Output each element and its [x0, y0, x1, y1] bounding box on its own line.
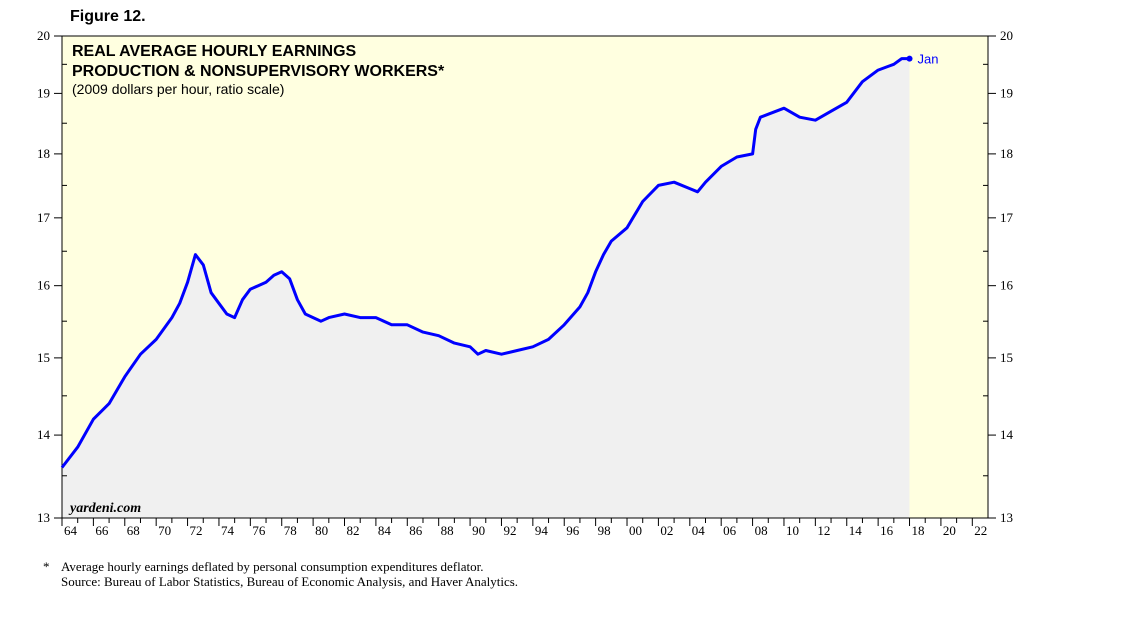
- y-tick-label-left: 18: [37, 146, 50, 161]
- earnings-area: [62, 58, 910, 518]
- x-tick-label: 12: [817, 523, 830, 538]
- x-tick-label: 04: [692, 523, 706, 538]
- x-tick-label: 00: [629, 523, 642, 538]
- x-tick-label: 92: [503, 523, 516, 538]
- last-point-marker: [906, 55, 913, 62]
- x-tick-label: 82: [347, 523, 360, 538]
- y-tick-label-left: 15: [37, 350, 50, 365]
- y-tick-label-right: 18: [1000, 146, 1013, 161]
- footnote-marker: *: [43, 559, 50, 574]
- chart-subtitle: PRODUCTION & NONSUPERVISORY WORKERS*: [72, 63, 445, 80]
- x-tick-label: 98: [598, 523, 611, 538]
- x-tick-label: 06: [723, 523, 737, 538]
- x-tick-label: 16: [880, 523, 894, 538]
- y-tick-label-left: 17: [37, 210, 51, 225]
- x-tick-label: 10: [786, 523, 799, 538]
- x-tick-label: 08: [755, 523, 768, 538]
- y-tick-label-left: 16: [37, 278, 51, 293]
- y-tick-label-right: 19: [1000, 85, 1013, 100]
- y-tick-label-left: 20: [37, 28, 50, 43]
- x-tick-label: 96: [566, 523, 580, 538]
- watermark: yardeni.com: [68, 501, 141, 516]
- y-tick-label-right: 20: [1000, 28, 1013, 43]
- y-tick-label-left: 13: [37, 510, 50, 525]
- chart-subtitle-units: (2009 dollars per hour, ratio scale): [72, 81, 284, 97]
- y-tick-label-right: 15: [1000, 350, 1013, 365]
- x-tick-label: 74: [221, 523, 235, 538]
- end-annotation: Jan: [918, 52, 939, 67]
- y-tick-label-right: 16: [1000, 278, 1014, 293]
- x-tick-label: 94: [535, 523, 549, 538]
- x-tick-label: 76: [252, 523, 266, 538]
- footnote-source: Source: Bureau of Labor Statistics, Bure…: [61, 574, 519, 589]
- x-tick-label: 20: [943, 523, 956, 538]
- x-tick-label: 86: [409, 523, 423, 538]
- x-tick-label: 18: [912, 523, 925, 538]
- x-tick-label: 14: [849, 523, 863, 538]
- chart-title: REAL AVERAGE HOURLY EARNINGS: [72, 43, 357, 60]
- x-tick-label: 88: [441, 523, 454, 538]
- y-tick-label-left: 14: [37, 427, 51, 442]
- x-tick-label: 80: [315, 523, 328, 538]
- x-tick-label: 72: [190, 523, 203, 538]
- y-axis-right: 13 14 15 16 17 18 19 20: [983, 28, 1014, 525]
- x-tick-label: 02: [660, 523, 673, 538]
- x-tick-label: 90: [472, 523, 485, 538]
- footnote-definition: Average hourly earnings deflated by pers…: [61, 559, 484, 574]
- x-tick-label: 22: [974, 523, 987, 538]
- x-tick-label: 64: [64, 523, 78, 538]
- x-tick-label: 66: [95, 523, 109, 538]
- x-axis: 64 66 68 70 72 74 76 78 80 82 84 86 88 90 92 94 96 98 00 02…: [61, 518, 987, 538]
- earnings-line: [60, 57, 910, 469]
- y-tick-label-left: 19: [37, 85, 50, 100]
- y-axis-left: 13 14 15 16 17 18 19 20: [37, 28, 67, 525]
- footnote: * Average hourly earnings deflated by per…: [43, 559, 518, 589]
- x-tick-label: 68: [127, 523, 140, 538]
- x-tick-label: 78: [284, 523, 297, 538]
- figure-label: Figure 12.: [70, 8, 146, 25]
- y-tick-label-right: 17: [1000, 210, 1014, 225]
- y-tick-label-right: 14: [1000, 427, 1014, 442]
- y-tick-label-right: 13: [1000, 510, 1013, 525]
- plot-frame: [61, 35, 989, 519]
- x-tick-label: 84: [378, 523, 392, 538]
- x-tick-label: 70: [158, 523, 171, 538]
